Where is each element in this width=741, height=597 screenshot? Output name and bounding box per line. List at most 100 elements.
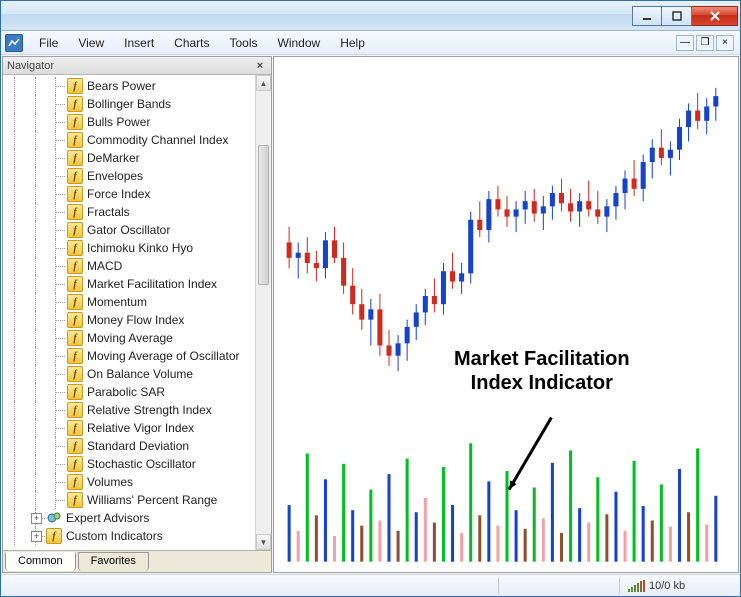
function-icon: f [67, 186, 83, 202]
titlebar [1, 1, 740, 31]
indicator-label: Force Index [87, 187, 150, 201]
indicator-label: DeMarker [87, 151, 140, 165]
function-icon: f [67, 96, 83, 112]
indicator-item[interactable]: fBulls Power [5, 113, 255, 131]
connection-text: 10/0 kb [649, 580, 685, 592]
expand-icon[interactable]: + [31, 531, 42, 542]
navigator-panel: Navigator × fBears PowerfBollinger Bands… [2, 56, 272, 573]
indicator-label: Relative Strength Index [87, 403, 212, 417]
custom-indicators-label: Custom Indicators [66, 529, 163, 543]
expand-icon[interactable]: + [31, 513, 42, 524]
app-window: File View Insert Charts Tools Window Hel… [0, 0, 741, 597]
scroll-thumb[interactable] [258, 145, 269, 285]
indicator-item[interactable]: fStandard Deviation [5, 437, 255, 455]
indicator-item[interactable]: f MACD [5, 257, 255, 275]
function-icon: f [67, 474, 83, 490]
indicator-item[interactable]: f DeMarker [5, 149, 255, 167]
indicator-item[interactable]: fWilliams' Percent Range [5, 491, 255, 509]
indicator-item[interactable]: fMoving Average of Oscillator [5, 347, 255, 365]
menu-tools[interactable]: Tools [220, 33, 268, 53]
close-button[interactable] [692, 6, 738, 26]
function-icon: f [67, 420, 83, 436]
scroll-up-button[interactable]: ▲ [256, 75, 271, 91]
indicator-item[interactable]: fCommodity Channel Index [5, 131, 255, 149]
navigator-close-button[interactable]: × [253, 59, 267, 73]
expert-advisors-icon [46, 510, 62, 526]
indicator-label: Market Facilitation Index [87, 277, 217, 291]
function-icon: f [67, 366, 83, 382]
indicator-item[interactable]: f Moving Average [5, 329, 255, 347]
indicator-item[interactable]: f Relative Strength Index [5, 401, 255, 419]
mdi-restore-button[interactable]: ❐ [696, 35, 714, 51]
indicator-item[interactable]: fFractals [5, 203, 255, 221]
indicator-item[interactable]: fMomentum [5, 293, 255, 311]
indicator-label: Fractals [87, 205, 130, 219]
function-icon: f [67, 258, 83, 274]
function-icon: f [67, 114, 83, 130]
scroll-down-button[interactable]: ▼ [256, 534, 271, 550]
indicator-item[interactable]: f Force Index [5, 185, 255, 203]
function-icon: f [67, 492, 83, 508]
indicator-label: On Balance Volume [87, 367, 193, 381]
function-icon: f [67, 348, 83, 364]
indicator-item[interactable]: fParabolic SAR [5, 383, 255, 401]
mdi-minimize-button[interactable]: — [676, 35, 694, 51]
navigator-header: Navigator × [3, 57, 271, 75]
indicator-label: Bollinger Bands [87, 97, 171, 111]
minimize-button[interactable] [632, 6, 662, 26]
indicator-label: Stochastic Oscillator [87, 457, 196, 471]
custom-indicators-item[interactable]: + f Custom Indicators [5, 527, 255, 545]
navigator-scrollbar[interactable]: ▲ ▼ [255, 75, 271, 550]
statusbar: 10/0 kb [1, 574, 740, 596]
menu-help[interactable]: Help [330, 33, 375, 53]
indicator-item[interactable]: fIchimoku Kinko Hyo [5, 239, 255, 257]
indicator-item[interactable]: f Market Facilitation Index [5, 275, 255, 293]
indicator-item[interactable]: fBears Power [5, 77, 255, 95]
indicator-item[interactable]: f Bollinger Bands [5, 95, 255, 113]
indicator-item[interactable]: f Volumes [5, 473, 255, 491]
indicator-item[interactable]: f Money Flow Index [5, 311, 255, 329]
function-icon: f [67, 294, 83, 310]
indicator-label: Ichimoku Kinko Hyo [87, 241, 193, 255]
indicator-item[interactable]: fStochastic Oscillator [5, 455, 255, 473]
maximize-button[interactable] [662, 6, 692, 26]
indicator-label: Volumes [87, 475, 133, 489]
indicator-label: Envelopes [87, 169, 143, 183]
mdi-close-button[interactable]: × [716, 35, 734, 51]
indicator-item[interactable]: f Envelopes [5, 167, 255, 185]
menubar: File View Insert Charts Tools Window Hel… [1, 31, 740, 55]
indicator-label: Bears Power [87, 79, 156, 93]
main-area: Navigator × fBears PowerfBollinger Bands… [1, 55, 740, 574]
menu-charts[interactable]: Charts [164, 33, 219, 53]
navigator-tree: fBears PowerfBollinger BandsfBulls Power… [3, 75, 271, 550]
tab-common[interactable]: Common [5, 552, 76, 571]
app-icon [5, 34, 23, 52]
indicator-label: Money Flow Index [87, 313, 184, 327]
annotation-label: Market FacilitationIndex Indicator [454, 347, 630, 395]
indicator-label: Moving Average [87, 331, 173, 345]
navigator-tabs: Common Favorites [3, 550, 271, 572]
indicator-label: Gator Oscillator [87, 223, 170, 237]
function-icon: f [67, 276, 83, 292]
menu-insert[interactable]: Insert [114, 33, 164, 53]
menu-window[interactable]: Window [268, 33, 331, 53]
indicator-item[interactable]: f On Balance Volume [5, 365, 255, 383]
indicator-item[interactable]: f Relative Vigor Index [5, 419, 255, 437]
expert-advisors-label: Expert Advisors [66, 511, 149, 525]
indicator-item[interactable]: fGator Oscillator [5, 221, 255, 239]
function-icon: f [46, 528, 62, 544]
function-icon: f [67, 402, 83, 418]
tab-favorites[interactable]: Favorites [78, 552, 149, 571]
function-icon: f [67, 150, 83, 166]
menu-file[interactable]: File [29, 33, 68, 53]
indicator-label: MACD [87, 259, 122, 273]
function-icon: f [67, 312, 83, 328]
indicator-label: Standard Deviation [87, 439, 189, 453]
expert-advisors-item[interactable]: + Expert Advisors [5, 509, 255, 527]
menu-view[interactable]: View [68, 33, 114, 53]
function-icon: f [67, 168, 83, 184]
indicator-label: Relative Vigor Index [87, 421, 194, 435]
chart-area[interactable]: Market FacilitationIndex Indicator [273, 56, 739, 573]
function-icon: f [67, 330, 83, 346]
function-icon: f [67, 132, 83, 148]
